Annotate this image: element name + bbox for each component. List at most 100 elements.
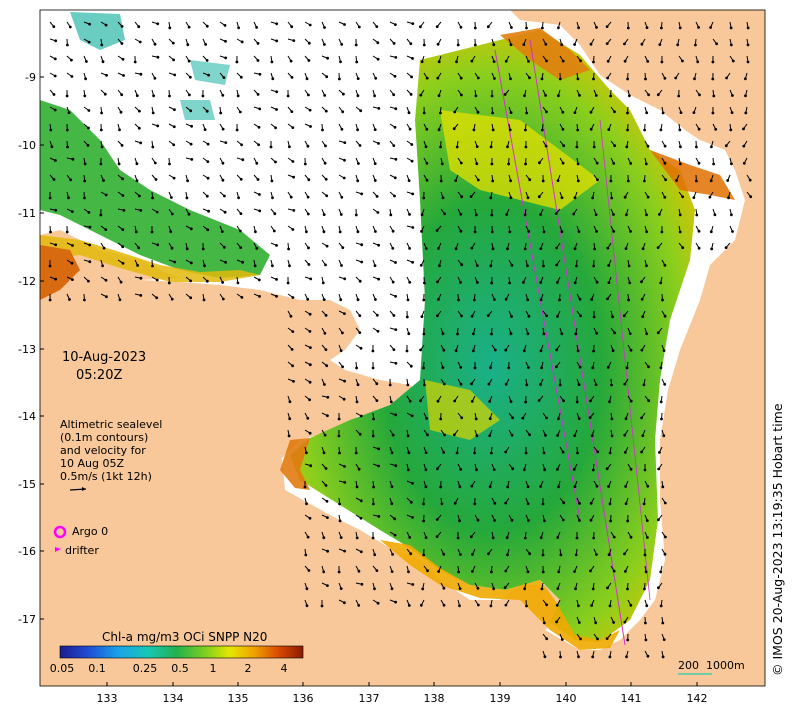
velocity-arrow-head — [66, 43, 69, 47]
velocity-arrow-head — [640, 416, 643, 420]
velocity-arrow-head — [605, 637, 609, 640]
velocity-arrow-head — [240, 296, 244, 299]
velocity-arrow-head — [87, 126, 90, 130]
velocity-arrow-head — [205, 279, 209, 283]
velocity-arrow-head — [168, 94, 171, 98]
velocity-arrow-head — [71, 278, 74, 281]
velocity-arrow-head — [274, 126, 277, 130]
velocity-arrow-head — [189, 279, 193, 283]
velocity-arrow-head — [137, 246, 141, 250]
chl-patch-cyan-3 — [180, 100, 215, 120]
velocity-arrow-head — [555, 348, 558, 352]
velocity-arrow-head — [172, 125, 176, 129]
velocity-arrow-head — [577, 383, 581, 386]
velocity-arrow-head — [606, 297, 609, 301]
velocity-arrow-head — [305, 604, 309, 608]
velocity-arrow-head — [591, 587, 595, 591]
x-tick-label: 137 — [359, 692, 380, 705]
credit-text: © IMOS 20-Aug-2023 13:19:35 Hobart time — [770, 403, 785, 676]
velocity-arrow-head — [606, 76, 609, 80]
velocity-arrow-head — [83, 298, 86, 302]
satellite-track-1 — [494, 49, 581, 521]
velocity-arrow-head — [628, 332, 632, 335]
velocity-arrow-head — [590, 434, 594, 438]
velocity-arrow-head — [470, 59, 474, 63]
velocity-arrow-head — [662, 349, 666, 352]
velocity-arrow-head — [151, 196, 155, 200]
velocity-arrow-head — [677, 94, 681, 98]
velocity-arrow-head — [121, 194, 125, 197]
map-date: 10-Aug-2023 — [62, 350, 146, 365]
velocity-arrow-head — [545, 603, 548, 607]
chl-coast-orange — [40, 245, 80, 300]
velocity-arrow-head — [555, 263, 559, 267]
velocity-arrow-head — [545, 416, 548, 420]
velocity-arrow-head — [241, 158, 245, 162]
velocity-arrow-head — [663, 161, 667, 165]
velocity-arrow-head — [206, 176, 210, 180]
velocity-arrow-head — [476, 518, 480, 522]
velocity-arrow-head — [436, 280, 439, 284]
velocity-arrow-head — [504, 297, 508, 301]
velocity-arrow-head — [223, 194, 226, 198]
velocity-arrow-head — [524, 128, 527, 132]
velocity-arrow-head — [543, 655, 547, 659]
velocity-arrow-head — [471, 570, 474, 573]
velocity-arrow-head — [542, 332, 546, 336]
velocity-arrow-head — [460, 416, 464, 420]
velocity-arrow-head — [663, 263, 667, 267]
velocity-arrow-head — [629, 162, 633, 165]
chl-patch-cyan-2 — [190, 60, 230, 85]
velocity-arrow-head — [308, 363, 312, 367]
velocity-arrow-head — [457, 298, 460, 302]
velocity-arrow-head — [70, 261, 74, 265]
velocity-arrow-head — [505, 213, 509, 216]
velocity-arrow-head — [320, 604, 324, 608]
velocity-arrow-head — [605, 42, 609, 45]
velocity-arrow-head — [308, 431, 312, 435]
colorbar-label: 0.05 — [50, 662, 75, 675]
velocity-arrow-head — [594, 621, 598, 625]
velocity-arrow-head — [475, 468, 478, 472]
velocity-arrow-head — [540, 77, 544, 81]
velocity-arrow-head — [458, 485, 462, 489]
velocity-arrow-head — [288, 145, 291, 149]
velocity-arrow-head — [606, 246, 610, 250]
velocity-arrow-head — [606, 59, 610, 63]
colorbar-label: 0.1 — [88, 662, 106, 675]
velocity-arrow-head — [558, 298, 561, 302]
velocity-arrow-head — [423, 281, 426, 285]
velocity-arrow-head — [308, 516, 312, 520]
velocity-arrow-head — [678, 230, 682, 234]
velocity-arrow-head — [391, 280, 395, 284]
velocity-arrow-head — [152, 94, 156, 98]
colorbar-title: Chl-a mg/m3 OCi SNPP N20 — [102, 630, 267, 644]
velocity-arrow-head — [306, 212, 310, 216]
velocity-arrow-head — [272, 229, 276, 233]
velocity-arrow-head — [66, 145, 69, 149]
velocity-arrow-head — [590, 604, 593, 607]
velocity-arrow-head — [487, 382, 491, 386]
velocity-arrow-head — [629, 348, 633, 352]
velocity-arrow-head — [356, 230, 360, 234]
velocity-arrow-head — [623, 42, 626, 46]
velocity-arrow-head — [544, 94, 547, 97]
velocity-arrow-head — [622, 314, 626, 318]
velocity-arrow-head — [377, 277, 380, 281]
velocity-arrow-head — [644, 77, 647, 81]
velocity-arrow-head — [544, 144, 548, 148]
velocity-arrow-head — [257, 143, 260, 147]
velocity-arrow-head — [645, 604, 649, 608]
velocity-arrow-head — [323, 161, 327, 165]
velocity-arrow-head — [189, 227, 193, 231]
velocity-arrow-head — [422, 196, 426, 200]
velocity-arrow-head — [693, 77, 696, 81]
velocity-arrow-head — [664, 178, 667, 182]
velocity-arrow-head — [453, 433, 456, 437]
velocity-arrow-head — [121, 245, 125, 249]
velocity-arrow-head — [710, 247, 714, 251]
velocity-arrow-head — [393, 533, 397, 537]
velocity-arrow-head — [660, 26, 663, 30]
velocity-arrow-head — [155, 278, 159, 282]
velocity-arrow-head — [389, 400, 393, 404]
